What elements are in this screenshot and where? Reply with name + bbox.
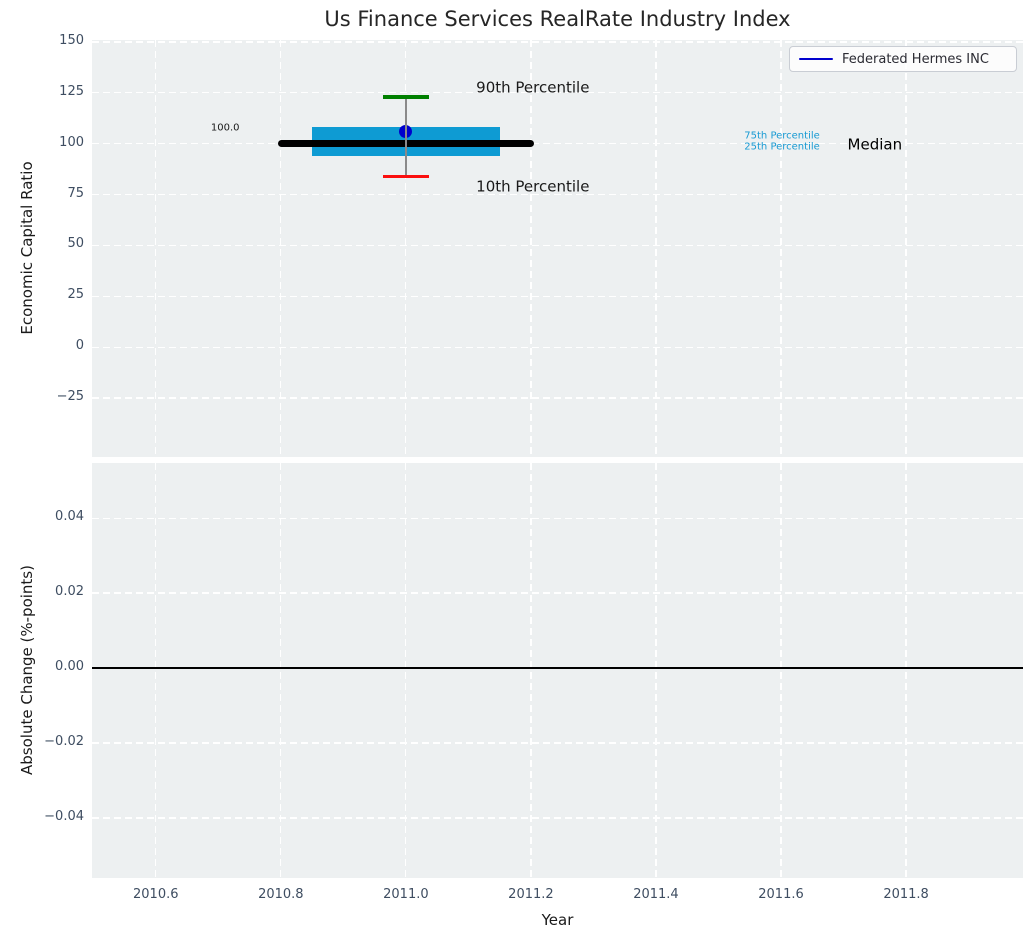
y-tick-label: 25 [67,287,84,303]
annotation-75th-percentile: 75th Percentile [744,130,820,142]
x-axis-label: Year [541,911,574,929]
gridline-horizontal [92,592,1023,594]
y-tick-label: −25 [56,389,84,404]
gridline-horizontal [92,295,1023,297]
legend-line-icon [799,57,833,61]
gridline-vertical [655,463,657,878]
x-tick-label: 2011.0 [383,887,429,902]
panel-absolute-change [92,463,1023,878]
y-tick-label: 125 [59,83,84,99]
annotation-90th-percentile: 90th Percentile [476,78,590,97]
gridline-horizontal [92,193,1023,196]
p10-cap [382,174,429,179]
y-tick-label: 100 [59,134,84,150]
y-tick-label: 0.02 [55,584,84,600]
whisker-line [405,96,407,177]
gridline-vertical [905,40,907,457]
y-tick-label: 150 [59,33,84,49]
gridline-horizontal [92,244,1023,247]
y-tick-label: 0.00 [55,659,84,675]
annotation-25th-percentile: 25th Percentile [744,141,820,153]
annotation-median: Median [847,135,903,154]
gridline-vertical [905,463,907,878]
legend-label: Federated Hermes INC [842,51,989,67]
legend: Federated Hermes INC [789,46,1017,72]
gridline-horizontal [92,817,1023,819]
gridline-vertical [155,40,157,457]
zero-line [92,667,1023,670]
gridline-vertical [780,463,782,878]
gridline-vertical [280,40,282,457]
x-tick-label: 2011.2 [508,887,554,902]
gridline-vertical [780,40,782,457]
gridline-horizontal [92,41,1023,43]
gridline-vertical [405,463,407,878]
x-tick-label: 2010.6 [133,887,179,902]
gridline-vertical [155,463,157,878]
gridline-vertical [530,40,532,457]
gridline-vertical [280,463,282,878]
p90-cap [382,95,429,99]
gridline-horizontal [92,742,1023,744]
y-tick-label: −0.02 [44,734,84,750]
y-tick-label: −0.04 [44,809,84,825]
gridline-horizontal [92,397,1023,399]
y-tick-label: 0 [75,338,84,354]
chart-title: Us Finance Services RealRate Industry In… [324,7,791,31]
y-tick-label: 75 [67,185,84,201]
x-tick-label: 2011.8 [883,887,929,902]
gridline-vertical [530,463,532,878]
gridline-horizontal [92,92,1023,94]
annotation-100-0: 100.0 [210,122,240,134]
gridline-vertical [405,40,407,457]
annotation-10th-percentile: 10th Percentile [476,177,590,196]
gridline-horizontal [92,517,1023,519]
y-tick-label: 0.04 [55,509,84,525]
gridline-horizontal [92,143,1023,145]
x-tick-label: 2011.6 [758,887,804,902]
x-tick-label: 2011.4 [633,887,679,902]
gridline-vertical [655,40,657,457]
gridline-horizontal [92,346,1023,348]
y-tick-label: 50 [67,236,84,252]
panel-economic-capital-ratio [92,40,1023,457]
x-tick-label: 2010.8 [258,887,304,902]
